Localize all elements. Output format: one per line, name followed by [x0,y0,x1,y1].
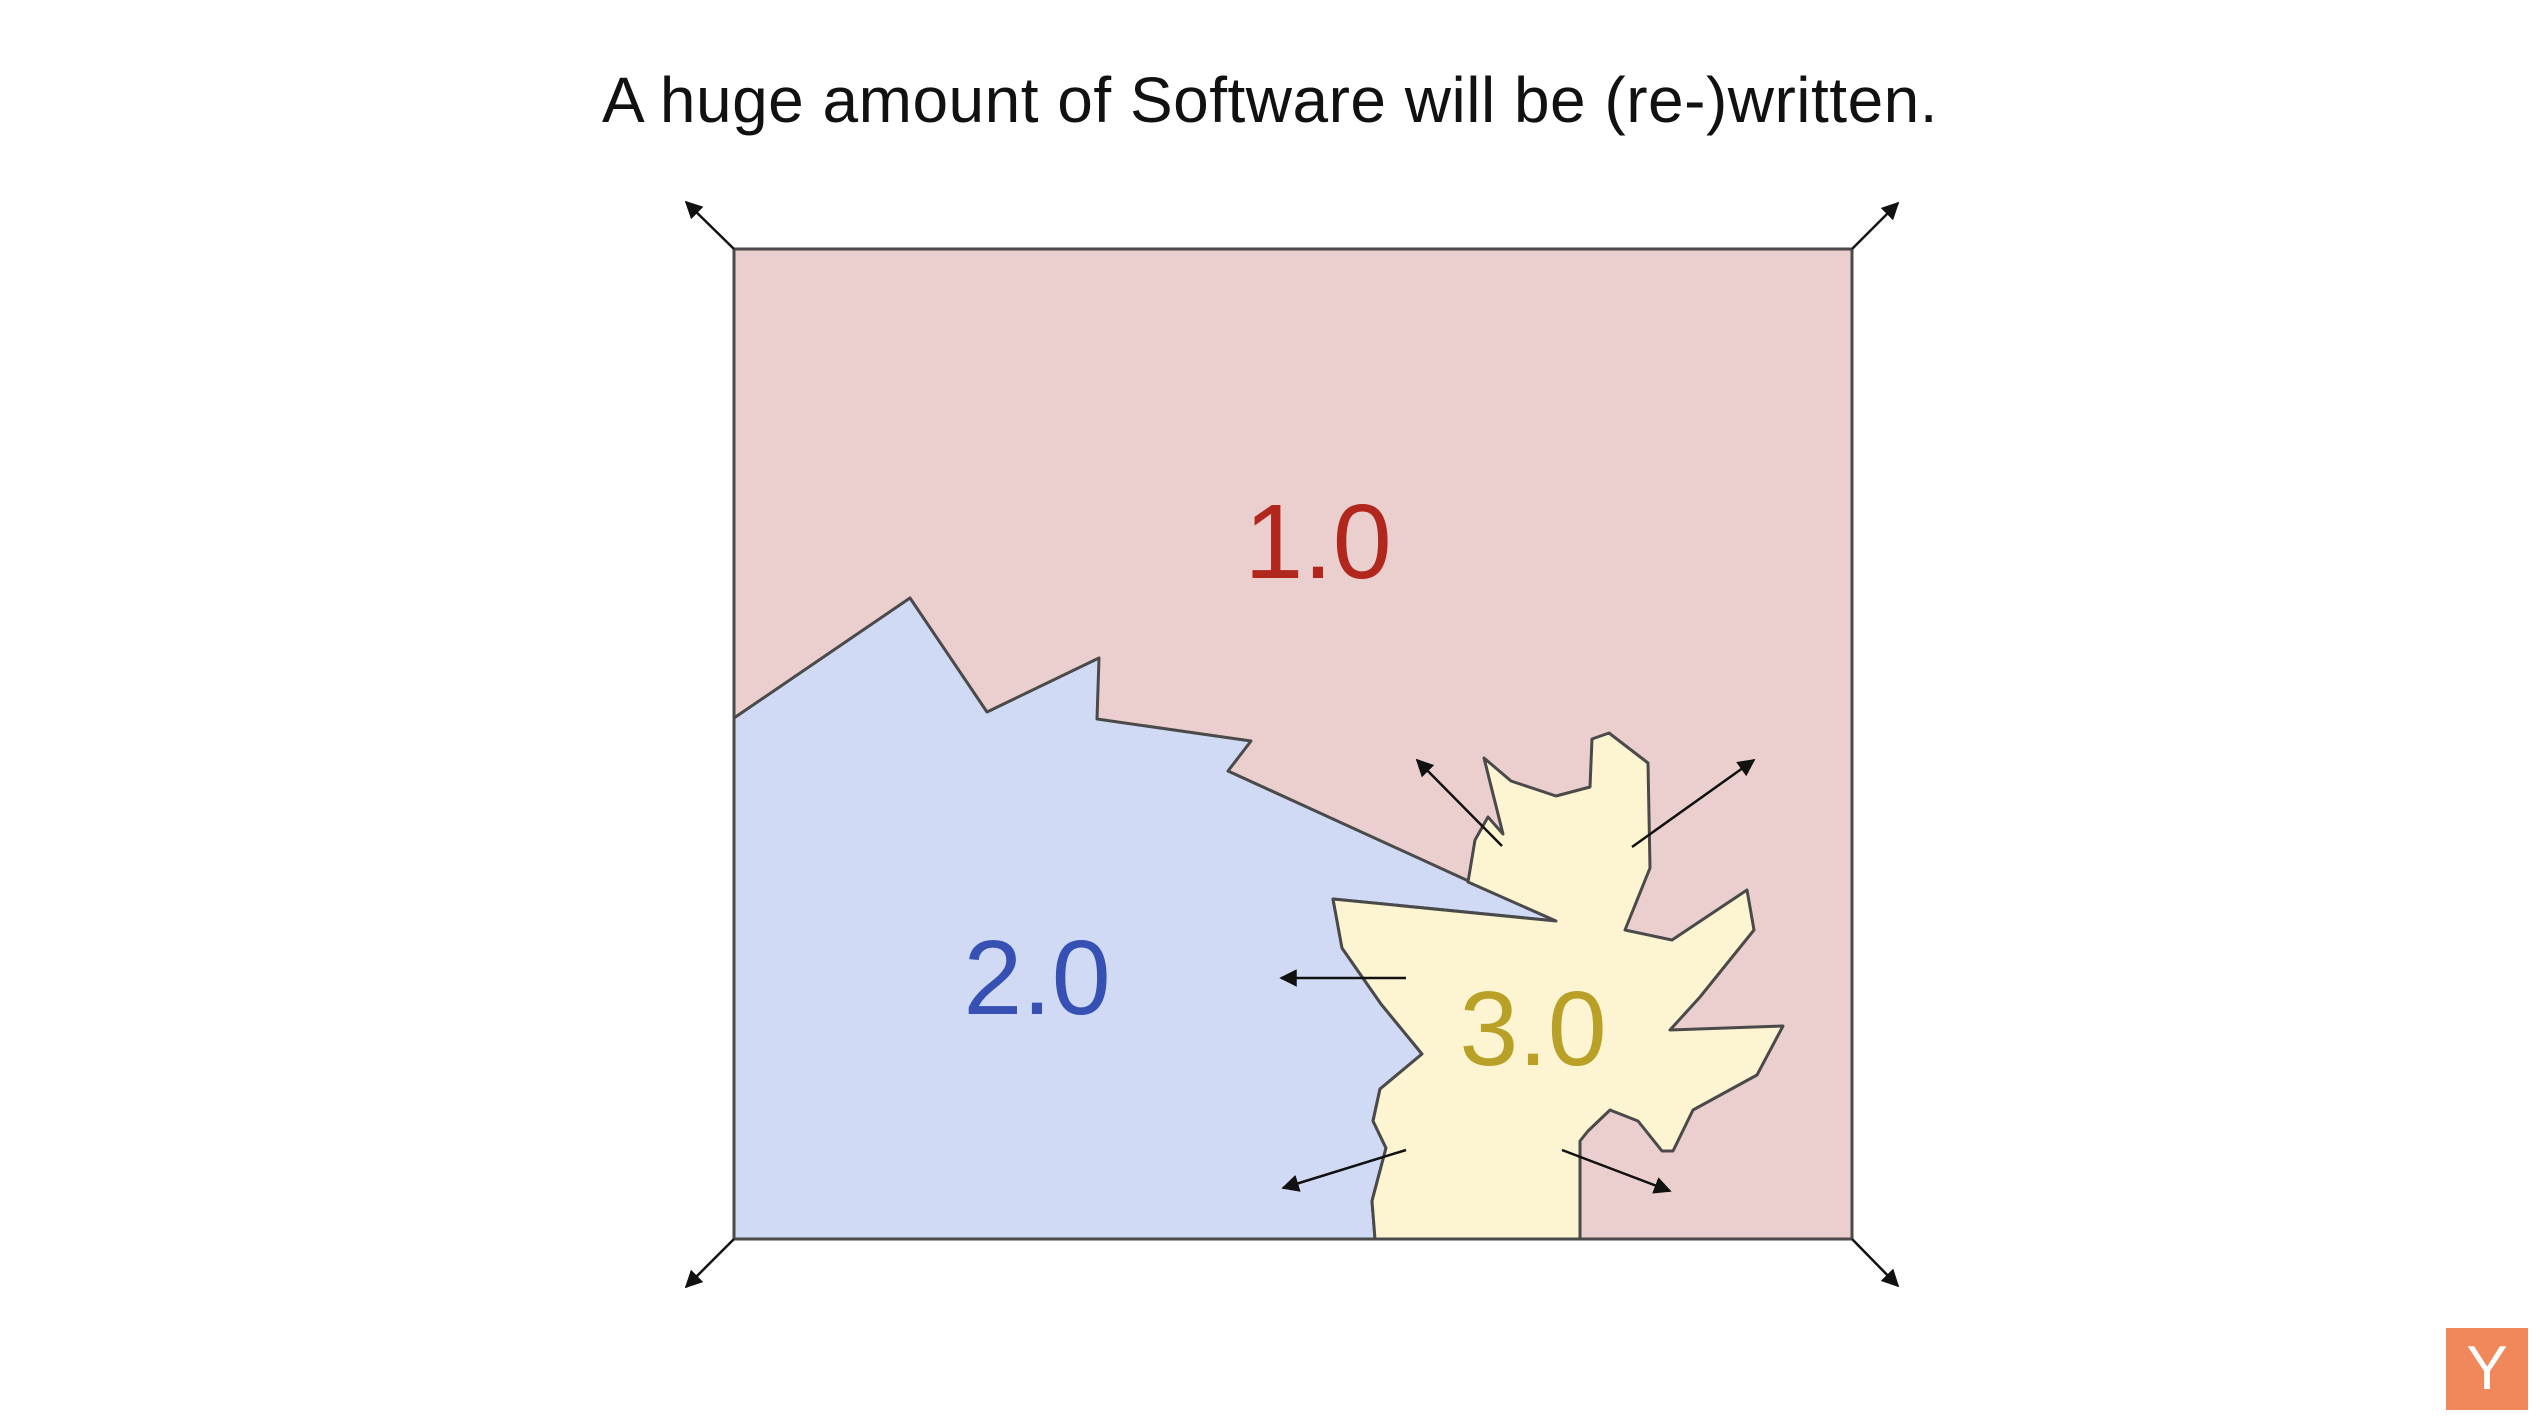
arrow-expand-up-left [1415,758,1503,847]
region-software-3 [1331,731,1785,1241]
label-software-1: 1.0 [1244,483,1391,601]
slide-title: A huge amount of Software will be (re-)w… [601,64,1939,136]
arrow-expand-down-right [1561,1148,1672,1194]
y-combinator-logo: Y [2446,1328,2528,1410]
arrow-corner-top-left [684,200,735,250]
arrow-corner-bottom-left [684,1238,735,1289]
arrow-corner-bottom-right [1851,1238,1900,1288]
arrow-expand-up-right [1631,758,1756,849]
label-software-2: 2.0 [963,919,1110,1037]
label-software-3: 3.0 [1459,970,1606,1088]
arrow-corner-top-right [1851,201,1900,250]
arrow-expand-down-left [1281,1148,1407,1192]
